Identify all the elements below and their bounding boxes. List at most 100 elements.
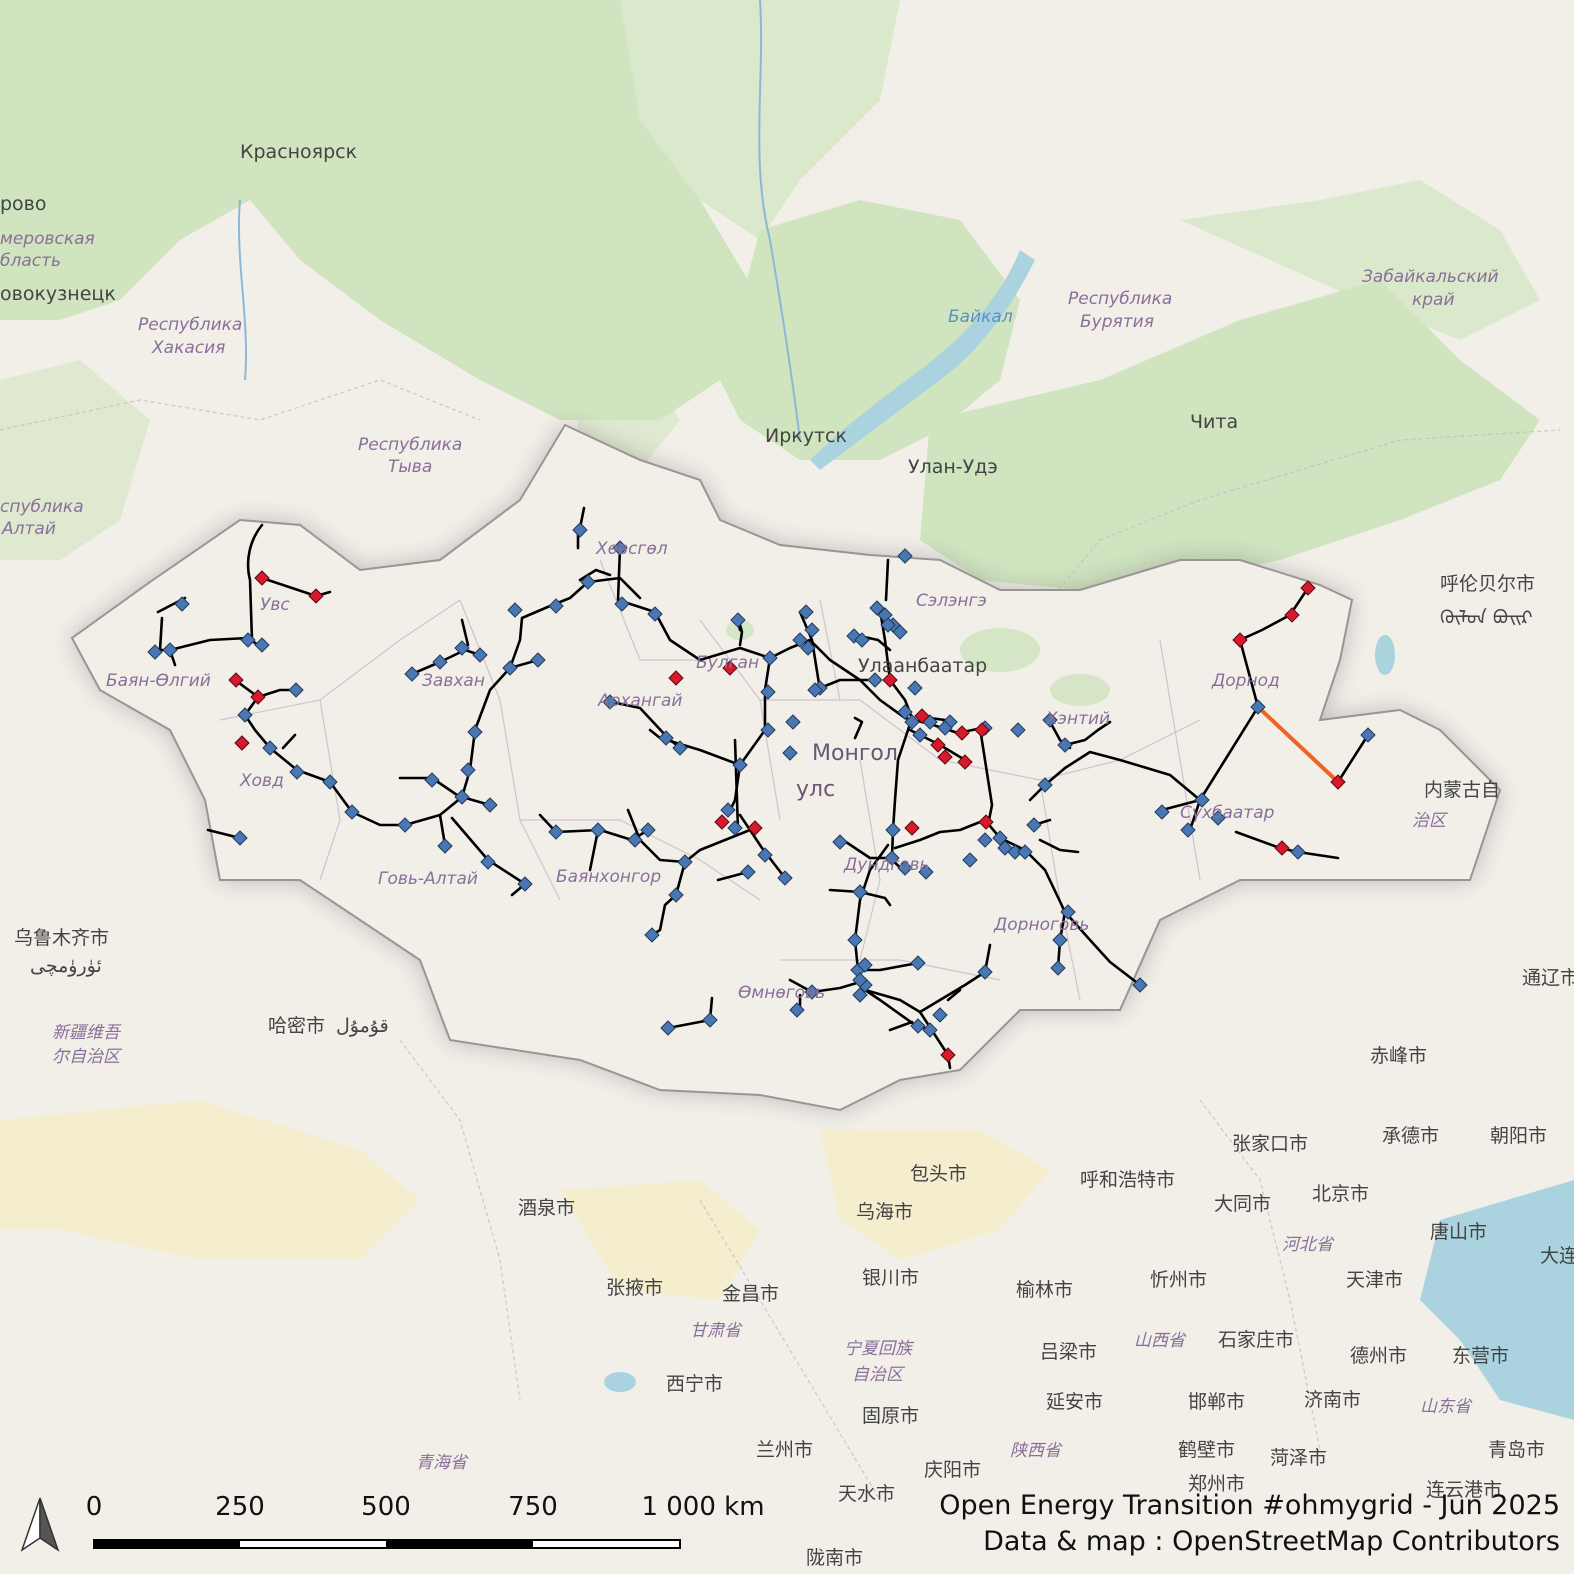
substation-marker [590, 822, 606, 838]
substation-marker [658, 730, 674, 746]
label-jinan: 济南市 [1304, 1389, 1361, 1411]
substation-marker [1210, 810, 1226, 826]
substation-marker [702, 1012, 718, 1028]
substation-marker [644, 927, 660, 943]
substation-marker [740, 864, 756, 880]
label-tianjin: 天津市 [1346, 1269, 1403, 1291]
label-hami-ug: قۇمۇل [336, 1015, 389, 1037]
substation-marker [147, 644, 163, 660]
label-tianshui: 天水市 [838, 1483, 895, 1505]
power-plant-marker [930, 737, 946, 753]
label-selenge: Сэлэнгэ [916, 591, 987, 611]
power-plant-marker [747, 820, 763, 836]
label-zhangye: 张掖市 [606, 1277, 663, 1299]
substation-marker [480, 854, 496, 870]
power-plant-marker [940, 1047, 956, 1063]
label-zabaikal: Забайкальский [1362, 267, 1499, 287]
substation-marker [517, 876, 533, 892]
label-bulgan: Булган [696, 653, 759, 673]
map-title: Open Energy Transition #ohmygrid - Jun 2… [939, 1490, 1560, 1521]
label-sukhbaatar: Сүхбаатар [1180, 803, 1275, 823]
substation-marker [507, 602, 523, 618]
label-shanxi: 山西省 [1134, 1331, 1187, 1351]
substation-marker [897, 548, 913, 564]
substation-marker [580, 574, 596, 590]
label-khakasia2: Хакасия [151, 338, 225, 358]
label-xinjiang2: 尔自治区 [52, 1047, 123, 1067]
substation-marker [800, 640, 816, 656]
label-yanan: 延安市 [1046, 1391, 1103, 1413]
label-altai: спублика [0, 497, 84, 517]
substation-marker [807, 682, 823, 698]
label-hami: 哈密市 [268, 1015, 325, 1037]
substation-marker [962, 852, 978, 868]
place-labels: Красноярск рово меровская бласть овокузн… [0, 141, 1574, 1569]
label-kemerovo-obl: меровская [0, 229, 95, 249]
label-altai2: Алтай [1, 519, 56, 539]
substation-marker [897, 860, 913, 876]
label-khakasia: Республика [138, 315, 242, 335]
label-inner-mongolia2: 治区 [1412, 811, 1449, 831]
substation-marker [454, 640, 470, 656]
power-plant-marker [954, 725, 970, 741]
substation-marker [922, 1022, 938, 1038]
label-mongolia: Монгол [812, 741, 898, 766]
label-yulin: 榆林市 [1016, 1279, 1073, 1301]
mongolia-country-area [70, 423, 1502, 1112]
label-jinchang: 金昌市 [722, 1283, 779, 1305]
substation-marker [789, 1002, 805, 1018]
substation-marker [1052, 932, 1068, 948]
substation-marker [804, 984, 820, 1000]
label-baotou: 包头市 [910, 1163, 967, 1185]
substation-marker [867, 672, 883, 688]
label-arkhangai: Архангай [597, 691, 682, 711]
label-kemerovo: рово [0, 193, 47, 215]
label-handan: 邯郸市 [1188, 1391, 1245, 1413]
substation-marker [992, 830, 1008, 846]
label-jiuquan: 酒泉市 [518, 1197, 575, 1219]
scale-bar [93, 1539, 681, 1549]
substation-marker [397, 817, 413, 833]
label-dongying: 东营市 [1452, 1345, 1509, 1367]
north-arrow-icon [20, 1497, 60, 1552]
label-ulan-ude: Улан-Удэ [908, 456, 998, 478]
label-omnogovi: Өмнөговь [738, 983, 825, 1003]
label-buryatia: Республика [1068, 289, 1172, 309]
label-dornod: Дорнод [1211, 671, 1280, 691]
label-beijing: 北京市 [1312, 1183, 1369, 1205]
power-plant-marker [1274, 840, 1290, 856]
label-dundgovi: Дундговь [843, 855, 930, 875]
substation-marker [530, 652, 546, 668]
desert-areas [0, 1100, 1050, 1300]
substation-marker [1057, 737, 1073, 753]
power-plant-marker [1330, 774, 1346, 790]
label-tyva: Республика [358, 435, 462, 455]
label-qingyang: 庆阳市 [924, 1459, 981, 1481]
label-lanzhou: 兰州市 [756, 1439, 813, 1461]
substation-marker [548, 598, 564, 614]
label-zhengzhou: 郑州市 [1188, 1473, 1245, 1495]
substation-marker [727, 820, 743, 836]
label-ningxia: 宁夏回族 [844, 1339, 915, 1359]
label-gansu: 甘肃省 [690, 1321, 743, 1341]
substation-marker [1050, 960, 1066, 976]
substation-marker [262, 740, 278, 756]
label-lianyungang: 连云港市 [1426, 1479, 1502, 1501]
substation-marker [852, 987, 868, 1003]
substation-marker [1060, 904, 1076, 920]
label-bayankhongor: Баянхонгор [556, 867, 661, 887]
substation-marker [910, 955, 926, 971]
substation-marker [1360, 727, 1376, 743]
substation-marker [897, 704, 913, 720]
substation-marker [288, 682, 304, 698]
substation-marker [762, 650, 778, 666]
substation-marker [232, 830, 248, 846]
substation-marker [672, 740, 688, 756]
power-plant-marker [914, 708, 930, 724]
label-kemerovo-obl2: бласть [0, 251, 61, 271]
power-plant-marker [974, 722, 990, 738]
substation-marker [614, 596, 630, 612]
label-dornogovi: Дорноговь [993, 915, 1089, 935]
substation-marker [627, 832, 643, 848]
label-hulunbuir-mn: ᠬᠥᠯᠦᠨ ᠪᠤᠢᠷ [1440, 607, 1533, 629]
